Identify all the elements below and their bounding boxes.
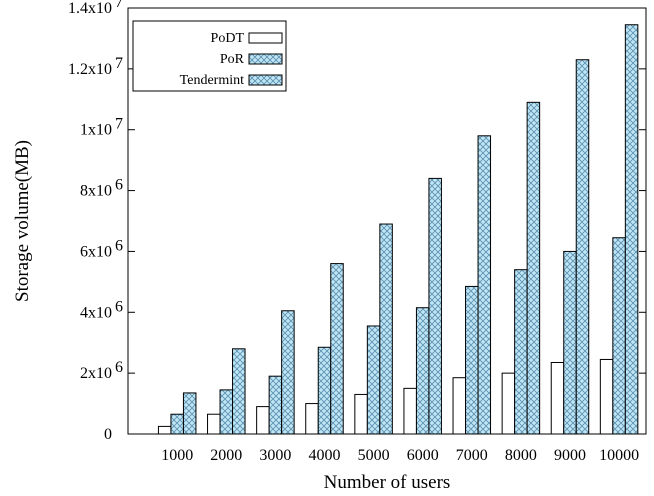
- bar-por-7000: [465, 285, 479, 435]
- bar-podt-8000: [501, 372, 516, 435]
- bar-tendermint-4000: [330, 263, 344, 435]
- bar-por-3000: [268, 375, 283, 435]
- bar-tendermint-6000: [428, 177, 442, 435]
- bar-podt-7000: [452, 377, 467, 435]
- x-tick-label: 9000: [554, 447, 586, 464]
- x-tick-label: 2000: [210, 447, 242, 464]
- y-tick-exponent: 6: [115, 177, 123, 194]
- y-tick-exponent: 7: [115, 116, 123, 133]
- x-tick-label: 8000: [505, 447, 537, 464]
- legend-label: Tendermint: [180, 73, 244, 88]
- y-tick-label: 8x10: [80, 183, 112, 200]
- x-tick-label: 6000: [407, 447, 439, 464]
- x-tick-label: 4000: [308, 447, 340, 464]
- y-tick-label: 1.4x10: [68, 0, 112, 17]
- x-axis-tick-labels: 1000 2000 3000 4000 5000 6000 7000 8000 9000 1000…: [161, 447, 639, 464]
- legend-swatch: [248, 74, 283, 86]
- bar-podt-3000: [256, 406, 270, 435]
- y-tick-label: 6x10: [80, 243, 112, 260]
- legend-swatch: [248, 53, 283, 65]
- bar-podt-2000: [207, 413, 221, 435]
- y-tick-exponent: 7: [115, 0, 123, 11]
- bar-tendermint-7000: [477, 135, 492, 435]
- bar-podt-4000: [305, 403, 319, 435]
- y-tick-label: 0: [104, 426, 112, 443]
- bar-por-2000: [219, 389, 234, 435]
- bar-por-10000: [612, 237, 626, 435]
- y-axis-title: Storage volume(MB): [12, 140, 33, 302]
- y-tick-label: 4x10: [80, 304, 112, 321]
- x-tick-label: 5000: [358, 447, 390, 464]
- bar-podt-6000: [403, 387, 417, 435]
- y-tick-exponent: 6: [115, 298, 123, 315]
- bar-por-9000: [563, 250, 577, 435]
- y-tick-label: 1.2x10: [68, 61, 112, 78]
- bar-podt-9000: [550, 361, 565, 435]
- bar-por-5000: [366, 325, 381, 435]
- y-tick-exponent: 6: [115, 237, 123, 254]
- bar-por-6000: [415, 307, 430, 435]
- bar-tendermint-1000: [182, 392, 197, 435]
- bar-podt-10000: [599, 358, 614, 435]
- x-tick-label: 7000: [456, 447, 488, 464]
- x-axis-title: Number of users: [324, 472, 451, 493]
- x-tick-label: 1000: [161, 447, 193, 464]
- legend-label: PoR: [220, 52, 245, 67]
- bar-tendermint-5000: [379, 223, 393, 435]
- bar-tendermint-8000: [526, 101, 541, 435]
- bar-podt-5000: [354, 393, 368, 435]
- bars: [157, 24, 639, 435]
- bar-tendermint-10000: [624, 24, 639, 435]
- bar-podt-1000: [157, 425, 172, 435]
- x-tick-label: 10000: [599, 447, 639, 464]
- legend-label: PoDT: [211, 31, 245, 46]
- bar-por-1000: [170, 413, 184, 435]
- x-tick-label: 3000: [259, 447, 291, 464]
- bar-tendermint-3000: [281, 310, 295, 435]
- legend: PoDT PoR Tendermint: [132, 20, 287, 92]
- y-tick-label: 2x10: [80, 365, 112, 382]
- plot-area-frame: [127, 7, 647, 435]
- legend-swatch: [248, 32, 283, 44]
- y-tick-exponent: 7: [115, 55, 123, 72]
- bar-tendermint-9000: [575, 59, 590, 435]
- bar-por-8000: [514, 269, 528, 435]
- y-tick-label: 1x10: [80, 122, 112, 139]
- bar-por-4000: [317, 346, 332, 435]
- y-tick-exponent: 6: [115, 359, 123, 376]
- bar-tendermint-2000: [232, 348, 246, 435]
